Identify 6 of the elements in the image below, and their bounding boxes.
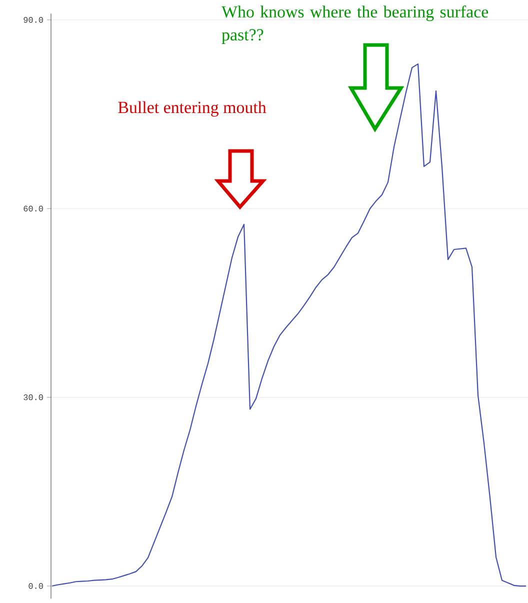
y-tick-label: 0.0 (28, 583, 43, 589)
y-tick-label: 60.0 (24, 206, 43, 212)
y-tick-label: 30.0 (24, 394, 43, 400)
annotation: Bullet entering mouth (118, 101, 266, 117)
y-tick-label: 90.0 (24, 17, 43, 23)
annotation: Who knows where the bearing surface past?? (222, 6, 488, 44)
